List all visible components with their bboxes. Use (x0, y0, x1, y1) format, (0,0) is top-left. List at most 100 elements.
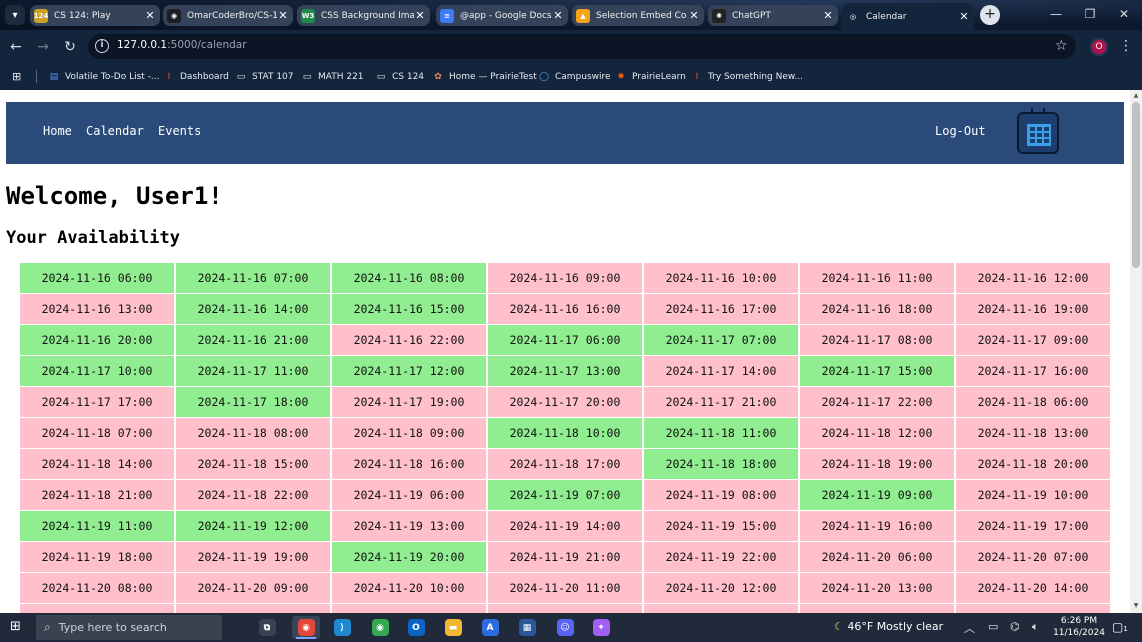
apps-grid-icon[interactable]: ⊞ (12, 70, 22, 83)
copilot-icon[interactable]: ✦ (587, 616, 615, 639)
unavailable-slot[interactable]: 2024-11-18 19:00 (800, 449, 954, 479)
url-text[interactable]: 127.0.0.1:5000/calendar (117, 39, 247, 51)
unavailable-slot[interactable]: 2024-11-19 08:00 (644, 480, 798, 510)
unavailable-slot[interactable]: 2024-11-16 18:00 (800, 294, 954, 324)
unavailable-slot[interactable]: 2024-11-20 07:00 (956, 542, 1110, 572)
unavailable-slot[interactable]: 2024-11-18 20:00 (956, 449, 1110, 479)
scroll-thumb[interactable] (1132, 102, 1140, 268)
available-slot[interactable]: 2024-11-19 20:00 (332, 542, 486, 572)
unavailable-slot[interactable]: 2024-11-16 10:00 (644, 263, 798, 293)
available-slot[interactable]: 2024-11-16 15:00 (332, 294, 486, 324)
unavailable-slot[interactable]: 2024-11-20 17:00 (332, 604, 486, 613)
chrome-icon[interactable]: ◉ (292, 616, 320, 639)
unavailable-slot[interactable]: 2024-11-16 12:00 (956, 263, 1110, 293)
available-slot[interactable]: 2024-11-16 08:00 (332, 263, 486, 293)
forward-arrow-icon[interactable]: → (37, 39, 49, 55)
taskbar-clock[interactable]: 6:26 PM 11/16/2024 (1053, 616, 1105, 638)
unavailable-slot[interactable]: 2024-11-18 07:00 (20, 418, 174, 448)
unavailable-slot[interactable]: 2024-11-17 09:00 (956, 325, 1110, 355)
available-slot[interactable]: 2024-11-16 14:00 (176, 294, 330, 324)
unavailable-slot[interactable]: 2024-11-19 10:00 (956, 480, 1110, 510)
task-view-icon[interactable]: ⧉ (253, 616, 281, 639)
scroll-down-arrow-icon[interactable]: ▼ (1133, 602, 1139, 609)
unavailable-slot[interactable]: 2024-11-18 21:00 (20, 480, 174, 510)
unavailable-slot[interactable]: 2024-11-19 17:00 (956, 511, 1110, 541)
unavailable-slot[interactable]: 2024-11-17 20:00 (488, 387, 642, 417)
unavailable-slot[interactable]: 2024-11-17 14:00 (644, 356, 798, 386)
available-slot[interactable]: 2024-11-17 10:00 (20, 356, 174, 386)
bookmark-item[interactable]: ▭ CS 124 (375, 69, 424, 84)
unavailable-slot[interactable]: 2024-11-19 15:00 (644, 511, 798, 541)
back-arrow-icon[interactable]: ← (10, 39, 22, 55)
bookmark-item[interactable]: I Try Something New... (691, 69, 803, 84)
restore-window-icon[interactable]: ❐ (1084, 7, 1096, 21)
unavailable-slot[interactable]: 2024-11-17 17:00 (20, 387, 174, 417)
close-tab-icon[interactable]: ✕ (278, 9, 288, 22)
unavailable-slot[interactable]: 2024-11-20 11:00 (488, 573, 642, 603)
bookmark-item[interactable]: ✹ PrairieLearn (615, 69, 686, 84)
tray-chevron-icon[interactable]: ︿ (964, 622, 975, 635)
unavailable-slot[interactable]: 2024-11-19 22:00 (644, 542, 798, 572)
close-tab-icon[interactable]: ✕ (415, 9, 425, 22)
unavailable-slot[interactable]: 2024-11-19 16:00 (800, 511, 954, 541)
windows-start-icon[interactable]: ⊞ (10, 619, 21, 634)
network-icon[interactable]: ⌬ (1010, 620, 1020, 633)
unavailable-slot[interactable]: 2024-11-20 13:00 (800, 573, 954, 603)
reload-icon[interactable]: ↻ (64, 39, 76, 55)
bookmark-item[interactable]: ✿ Home — PrairieTest (432, 69, 537, 84)
unavailable-slot[interactable]: 2024-11-20 15:00 (20, 604, 174, 613)
word-icon[interactable]: ▦ (513, 616, 541, 639)
unavailable-slot[interactable]: 2024-11-17 08:00 (800, 325, 954, 355)
unavailable-slot[interactable]: 2024-11-16 13:00 (20, 294, 174, 324)
available-slot[interactable]: 2024-11-16 21:00 (176, 325, 330, 355)
browser-tab[interactable]: ▲ Selection Embed Co ✕ (572, 5, 704, 26)
bookmark-item[interactable]: ▤ Volatile To-Do List -... (48, 69, 160, 84)
unavailable-slot[interactable]: 2024-11-20 09:00 (176, 573, 330, 603)
available-slot[interactable]: 2024-11-17 07:00 (644, 325, 798, 355)
close-window-icon[interactable]: ✕ (1118, 7, 1130, 21)
unavailable-slot[interactable]: 2024-11-20 08:00 (20, 573, 174, 603)
unavailable-slot[interactable]: 2024-11-16 16:00 (488, 294, 642, 324)
unavailable-slot[interactable]: 2024-11-18 08:00 (176, 418, 330, 448)
bookmark-item[interactable]: ▭ MATH 221 (301, 69, 364, 84)
nav-home-link[interactable]: Home (43, 124, 72, 138)
vscode-icon[interactable]: ⟩ (328, 616, 356, 639)
unavailable-slot[interactable]: 2024-11-16 19:00 (956, 294, 1110, 324)
available-slot[interactable]: 2024-11-19 11:00 (20, 511, 174, 541)
close-tab-icon[interactable]: ✕ (553, 9, 563, 22)
discord-icon[interactable]: ☺ (551, 616, 579, 639)
unavailable-slot[interactable]: 2024-11-20 19:00 (644, 604, 798, 613)
browser-tab[interactable]: ◎ Calendar ✕ (842, 3, 974, 30)
unavailable-slot[interactable]: 2024-11-20 16:00 (176, 604, 330, 613)
unavailable-slot[interactable]: 2024-11-17 21:00 (644, 387, 798, 417)
unavailable-slot[interactable]: 2024-11-16 22:00 (332, 325, 486, 355)
available-slot[interactable]: 2024-11-17 18:00 (176, 387, 330, 417)
battery-icon[interactable]: ▭ (988, 620, 999, 633)
bookmark-item[interactable]: ▭ STAT 107 (235, 69, 294, 84)
bookmark-item[interactable]: ◯ Campuswire (538, 69, 611, 84)
bookmark-item[interactable]: I Dashboard (163, 69, 229, 84)
unavailable-slot[interactable]: 2024-11-18 13:00 (956, 418, 1110, 448)
close-tab-icon[interactable]: ✕ (959, 10, 969, 23)
unavailable-slot[interactable]: 2024-11-18 14:00 (20, 449, 174, 479)
unavailable-slot[interactable]: 2024-11-18 12:00 (800, 418, 954, 448)
unavailable-slot[interactable]: 2024-11-20 10:00 (332, 573, 486, 603)
available-slot[interactable]: 2024-11-19 09:00 (800, 480, 954, 510)
unavailable-slot[interactable]: 2024-11-18 17:00 (488, 449, 642, 479)
close-tab-icon[interactable]: ✕ (689, 9, 699, 22)
unavailable-slot[interactable]: 2024-11-20 06:00 (800, 542, 954, 572)
browser-menu-icon[interactable]: ⋮ (1119, 38, 1133, 54)
app-store-icon[interactable]: A (476, 616, 504, 639)
unavailable-slot[interactable]: 2024-11-18 16:00 (332, 449, 486, 479)
available-slot[interactable]: 2024-11-17 06:00 (488, 325, 642, 355)
nav-events-link[interactable]: Events (158, 124, 202, 138)
available-slot[interactable]: 2024-11-17 12:00 (332, 356, 486, 386)
profile-avatar[interactable]: O (1090, 38, 1108, 56)
unavailable-slot[interactable]: 2024-11-20 20:00 (800, 604, 954, 613)
taskbar-search-box[interactable]: ⌕ Type here to search (36, 615, 222, 640)
unavailable-slot[interactable]: 2024-11-18 09:00 (332, 418, 486, 448)
page-scrollbar[interactable]: ▲ ▼ (1130, 90, 1142, 613)
unavailable-slot[interactable]: 2024-11-17 19:00 (332, 387, 486, 417)
unavailable-slot[interactable]: 2024-11-20 12:00 (644, 573, 798, 603)
unavailable-slot[interactable]: 2024-11-19 13:00 (332, 511, 486, 541)
